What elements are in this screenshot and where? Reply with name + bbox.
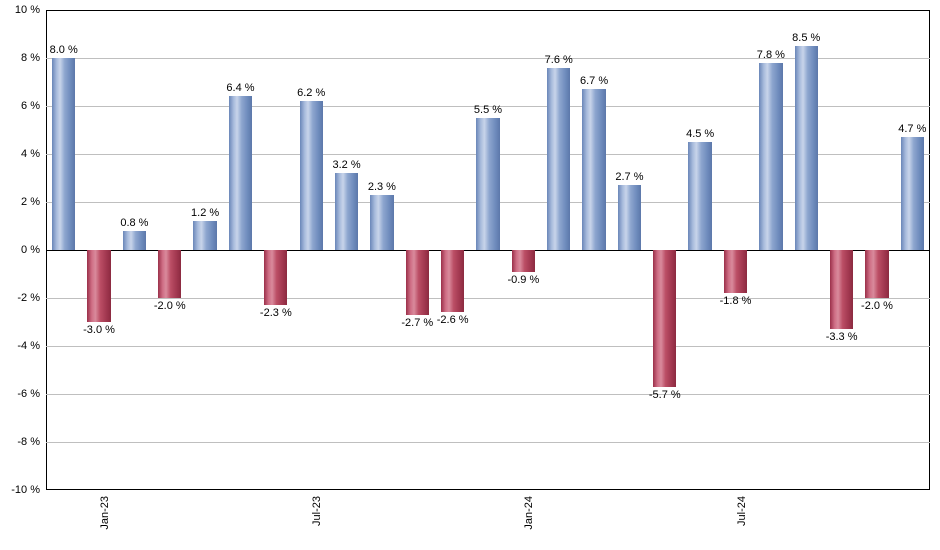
bar	[300, 101, 323, 250]
gridline	[46, 442, 930, 443]
bar	[87, 250, 110, 322]
bar-label: 3.2 %	[332, 159, 360, 171]
bar	[724, 250, 747, 293]
bar-label: 8.5 %	[792, 32, 820, 44]
plot-area: -10 %-8 %-6 %-4 %-2 %0 %2 %4 %6 %8 %10 %…	[46, 10, 930, 490]
bar-label: 6.4 %	[226, 82, 254, 94]
y-tick-label: -4 %	[17, 340, 46, 352]
bar	[688, 142, 711, 250]
y-tick-label: -2 %	[17, 292, 46, 304]
y-tick-label: -8 %	[17, 436, 46, 448]
bar	[335, 173, 358, 250]
x-tick-label: Jan-23	[99, 496, 111, 530]
y-tick-label: 6 %	[21, 100, 46, 112]
bar-label: 0.8 %	[120, 217, 148, 229]
bar-label: -3.3 %	[826, 331, 858, 343]
bar-label: 5.5 %	[474, 104, 502, 116]
bar	[123, 231, 146, 250]
bar	[441, 250, 464, 312]
x-tick-label: Jul-23	[311, 496, 323, 526]
bar-label: 7.6 %	[545, 54, 573, 66]
bar	[370, 195, 393, 250]
bar	[865, 250, 888, 298]
bar	[476, 118, 499, 250]
gridline	[46, 346, 930, 347]
bar-label: -2.0 %	[154, 300, 186, 312]
bar	[759, 63, 782, 250]
bar-label: 2.7 %	[615, 171, 643, 183]
bar-label: -2.3 %	[260, 307, 292, 319]
bar	[830, 250, 853, 329]
bar-label: -2.0 %	[861, 300, 893, 312]
y-tick-label: 8 %	[21, 52, 46, 64]
bar-label: 7.8 %	[757, 49, 785, 61]
bar	[795, 46, 818, 250]
bar	[406, 250, 429, 315]
y-tick-label: 2 %	[21, 196, 46, 208]
bar	[901, 137, 924, 250]
bar	[158, 250, 181, 298]
bar	[229, 96, 252, 250]
bar-label: -1.8 %	[720, 295, 752, 307]
y-tick-label: -10 %	[11, 484, 46, 496]
y-tick-label: 0 %	[21, 244, 46, 256]
bar	[512, 250, 535, 272]
bar	[618, 185, 641, 250]
x-tick-label: Jan-24	[523, 496, 535, 530]
bar-label: 6.2 %	[297, 87, 325, 99]
y-tick-label: 10 %	[15, 4, 46, 16]
y-tick-label: -6 %	[17, 388, 46, 400]
bar-label: -2.6 %	[437, 314, 469, 326]
bar-label: -2.7 %	[401, 317, 433, 329]
bar-label: 4.5 %	[686, 128, 714, 140]
bar-label: 1.2 %	[191, 207, 219, 219]
bar-label: 8.0 %	[50, 44, 78, 56]
bar	[547, 68, 570, 250]
bar	[193, 221, 216, 250]
bar-label: -5.7 %	[649, 389, 681, 401]
gridline	[46, 394, 930, 395]
y-tick-label: 4 %	[21, 148, 46, 160]
bar	[52, 58, 75, 250]
bar-label: 4.7 %	[898, 123, 926, 135]
bar	[582, 89, 605, 250]
gridline	[46, 298, 930, 299]
monthly-percent-chart: -10 % -8 % -6 % -4 % -2 % 0 % 2 % 4 % 6 % 8 % 10 %…	[0, 0, 940, 550]
bar-label: 6.7 %	[580, 75, 608, 87]
bar-label: -0.9 %	[507, 274, 539, 286]
bar-label: 2.3 %	[368, 181, 396, 193]
bar-label: -3.0 %	[83, 324, 115, 336]
x-tick-label: Jul-24	[736, 496, 748, 526]
bar	[264, 250, 287, 305]
bar	[653, 250, 676, 387]
